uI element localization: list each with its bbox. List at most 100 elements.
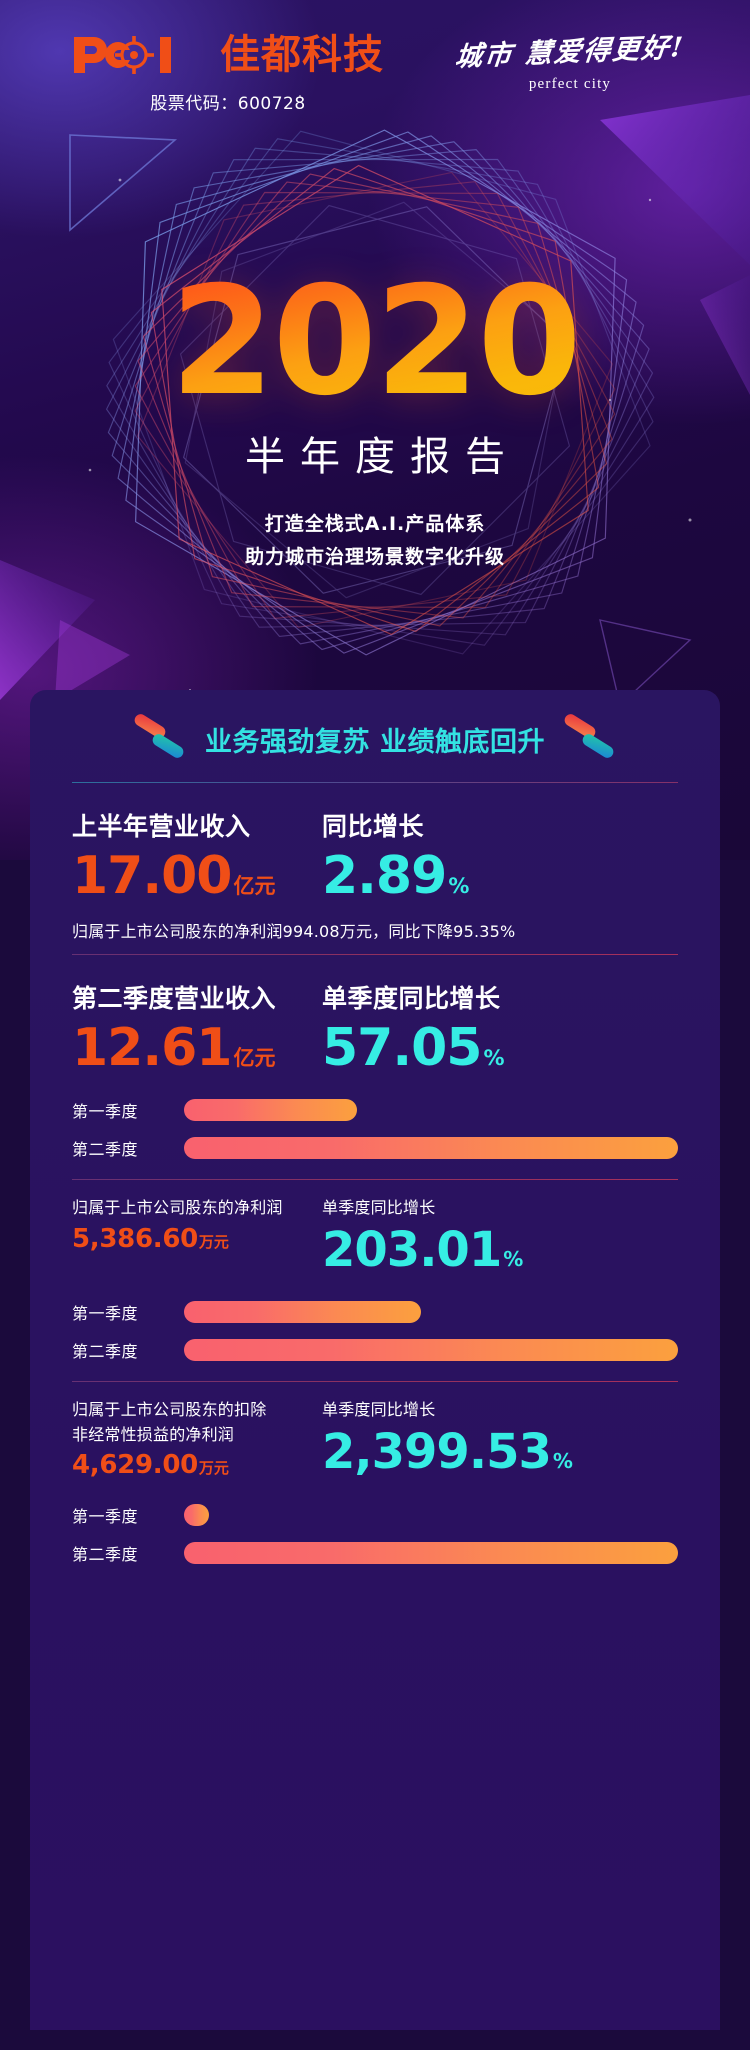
bar-track — [184, 1504, 678, 1527]
year-title: 2020 — [170, 255, 581, 429]
bar-label: 第一季度 — [72, 1303, 139, 1323]
half-year-net-profit-note: 归属于上市公司股东的净利润994.08万元，同比下降95.35% — [72, 921, 516, 941]
hero-subtitle-line-2: 助力城市治理场景数字化升级 — [244, 546, 505, 569]
divider-profit — [72, 1179, 678, 1181]
q2-revenue-number: 12.61 — [72, 1017, 232, 1078]
slogan-block: 城市 慧爱得更好! perfect city — [430, 30, 710, 93]
card-title: 业务强劲复苏 业绩触底回升 — [205, 726, 545, 758]
revenue-bar-chart: 第一季度 第二季度 — [72, 1075, 678, 1167]
bar-fill — [184, 1300, 422, 1323]
half-year-metrics: 上半年营业收入 17.00 亿元 同比增长 2.89 % — [72, 783, 678, 904]
half-year-growth-value: 2.89 % — [322, 849, 678, 904]
double-bar-right-icon — [564, 714, 614, 758]
net-profit-metrics: 归属于上市公司股东的净利润 5,386.60 万元 单季度同比增长 203.01… — [72, 1180, 678, 1277]
half-year-revenue-value: 17.00 亿元 — [72, 849, 322, 904]
net-profit-growth-block: 单季度同比增长 203.01 % — [322, 1196, 678, 1277]
spacer-2 — [72, 1167, 678, 1179]
q2-growth-number: 57.05 — [322, 1017, 482, 1078]
deducted-profit-label-line-2: 非经常性损益的净利润 — [72, 1424, 235, 1444]
half-year-revenue-block: 上半年营业收入 17.00 亿元 — [72, 807, 322, 904]
card-header: 业务强劲复苏 业绩触底回升 — [72, 690, 678, 782]
half-year-growth-block: 同比增长 2.89 % — [322, 807, 678, 904]
bar-row: 第一季度 — [72, 1293, 678, 1331]
bar-label: 第二季度 — [72, 1140, 139, 1160]
q2-revenue-block: 第二季度营业收入 12.61 亿元 — [72, 979, 322, 1076]
net-profit-growth-label: 单季度同比增长 — [322, 1198, 436, 1218]
divider-top — [72, 782, 678, 783]
bar-row: 第二季度 — [72, 1534, 678, 1572]
half-year-revenue-unit: 亿元 — [233, 874, 276, 898]
spacer-1 — [72, 942, 678, 954]
deducted-growth-value: 2,399.53 % — [322, 1423, 678, 1480]
stock-code-label: 股票代码：600728 — [150, 94, 306, 114]
q2-revenue-unit: 亿元 — [233, 1045, 276, 1070]
q2-growth-label: 单季度同比增长 — [322, 983, 501, 1013]
report-title: 半年度报告 — [245, 434, 520, 480]
poster-header: 佳都科技 股票代码：600728 城市 慧爱得更好! perfect city — [0, 0, 750, 130]
deducted-growth-block: 单季度同比增长 2,399.53 % — [322, 1398, 678, 1481]
brand-name-cn: 佳都科技 — [220, 32, 384, 78]
bar-fill — [184, 1504, 209, 1527]
net-profit-label: 归属于上市公司股东的净利润 — [72, 1198, 283, 1218]
bar-fill — [184, 1099, 357, 1122]
net-profit-growth-value: 203.01 % — [322, 1224, 678, 1277]
bar-fill — [184, 1542, 678, 1565]
bar-track — [184, 1099, 678, 1122]
data-card: 业务强劲复苏 业绩触底回升 上半年营业收入 17.00 亿元 同比增长 2.89… — [30, 690, 720, 2030]
deducted-profit-metrics: 归属于上市公司股东的扣除 非经常性损益的净利润 4,629.00 万元 单季度同… — [72, 1382, 678, 1481]
net-profit-number: 5,386.60 — [72, 1223, 198, 1254]
bar-track — [184, 1338, 678, 1361]
slogan-english: perfect city — [528, 76, 612, 92]
bar-label: 第二季度 — [72, 1545, 139, 1565]
bar-label: 第一季度 — [72, 1102, 139, 1122]
bar-track — [184, 1137, 678, 1160]
spacer-3 — [72, 1369, 678, 1381]
slogan-chinese: 城市 慧爱得更好! — [453, 32, 686, 73]
deducted-profit-value: 4,629.00 万元 — [72, 1450, 322, 1480]
brand-block: 佳都科技 股票代码：600728 — [72, 34, 384, 114]
hero-center: 2020 半年度报告 打造全栈式A.I.产品体系 助力城市治理场景数字化升级 — [0, 255, 750, 575]
bar-fill — [184, 1338, 678, 1361]
divider-q2 — [72, 953, 678, 955]
half-year-growth-label: 同比增长 — [322, 812, 425, 841]
net-profit-value: 5,386.60 万元 — [72, 1224, 322, 1254]
profit-bar-chart: 第一季度 第二季度 — [72, 1277, 678, 1369]
bar-row: 第一季度 — [72, 1496, 678, 1534]
bar-label: 第一季度 — [72, 1507, 139, 1527]
deducted-profit-number: 4,629.00 — [72, 1450, 198, 1481]
deducted-growth-unit: % — [552, 1448, 573, 1473]
half-year-revenue-label: 上半年营业收入 — [72, 812, 251, 841]
brand-row: 佳都科技 — [72, 34, 384, 76]
q2-metrics: 第二季度营业收入 12.61 亿元 单季度同比增长 57.05 % — [72, 955, 678, 1076]
divider-deducted — [72, 1380, 678, 1382]
hero-subtitle-line-1: 打造全栈式A.I.产品体系 — [264, 513, 486, 535]
net-profit-unit: 万元 — [198, 1232, 229, 1251]
deducted-growth-label: 单季度同比增长 — [322, 1399, 436, 1419]
bar-row: 第二季度 — [72, 1331, 678, 1369]
pci-logo-icon — [74, 36, 171, 74]
half-year-growth-unit: % — [448, 874, 470, 898]
half-year-revenue-number: 17.00 — [72, 846, 232, 906]
q2-growth-block: 单季度同比增长 57.05 % — [322, 979, 678, 1076]
deducted-profit-label-line-1: 归属于上市公司股东的扣除 — [72, 1399, 267, 1419]
bar-row: 第二季度 — [72, 1129, 678, 1167]
q2-growth-unit: % — [483, 1045, 505, 1070]
deducted-profit-unit: 万元 — [198, 1459, 229, 1478]
bar-row: 第一季度 — [72, 1091, 678, 1129]
deducted-growth-number: 2,399.53 — [322, 1423, 552, 1480]
q2-growth-value: 57.05 % — [322, 1017, 678, 1078]
deducted-profit-block: 归属于上市公司股东的扣除 非经常性损益的净利润 4,629.00 万元 — [72, 1398, 322, 1481]
bar-fill — [184, 1137, 678, 1160]
q2-revenue-label: 第二季度营业收入 — [72, 983, 277, 1013]
bar-label: 第二季度 — [72, 1341, 139, 1361]
net-profit-block: 归属于上市公司股东的净利润 5,386.60 万元 — [72, 1196, 322, 1277]
deducted-bar-chart: 第一季度 第二季度 — [72, 1480, 678, 1572]
net-profit-growth-unit: % — [503, 1246, 524, 1271]
half-year-growth-number: 2.89 — [322, 846, 447, 906]
double-bar-left-icon — [134, 714, 184, 758]
net-profit-growth-number: 203.01 — [322, 1221, 502, 1278]
bar-track — [184, 1542, 678, 1565]
bar-track — [184, 1300, 678, 1323]
hero-subtitle: 打造全栈式A.I.产品体系 助力城市治理场景数字化升级 — [245, 508, 505, 575]
